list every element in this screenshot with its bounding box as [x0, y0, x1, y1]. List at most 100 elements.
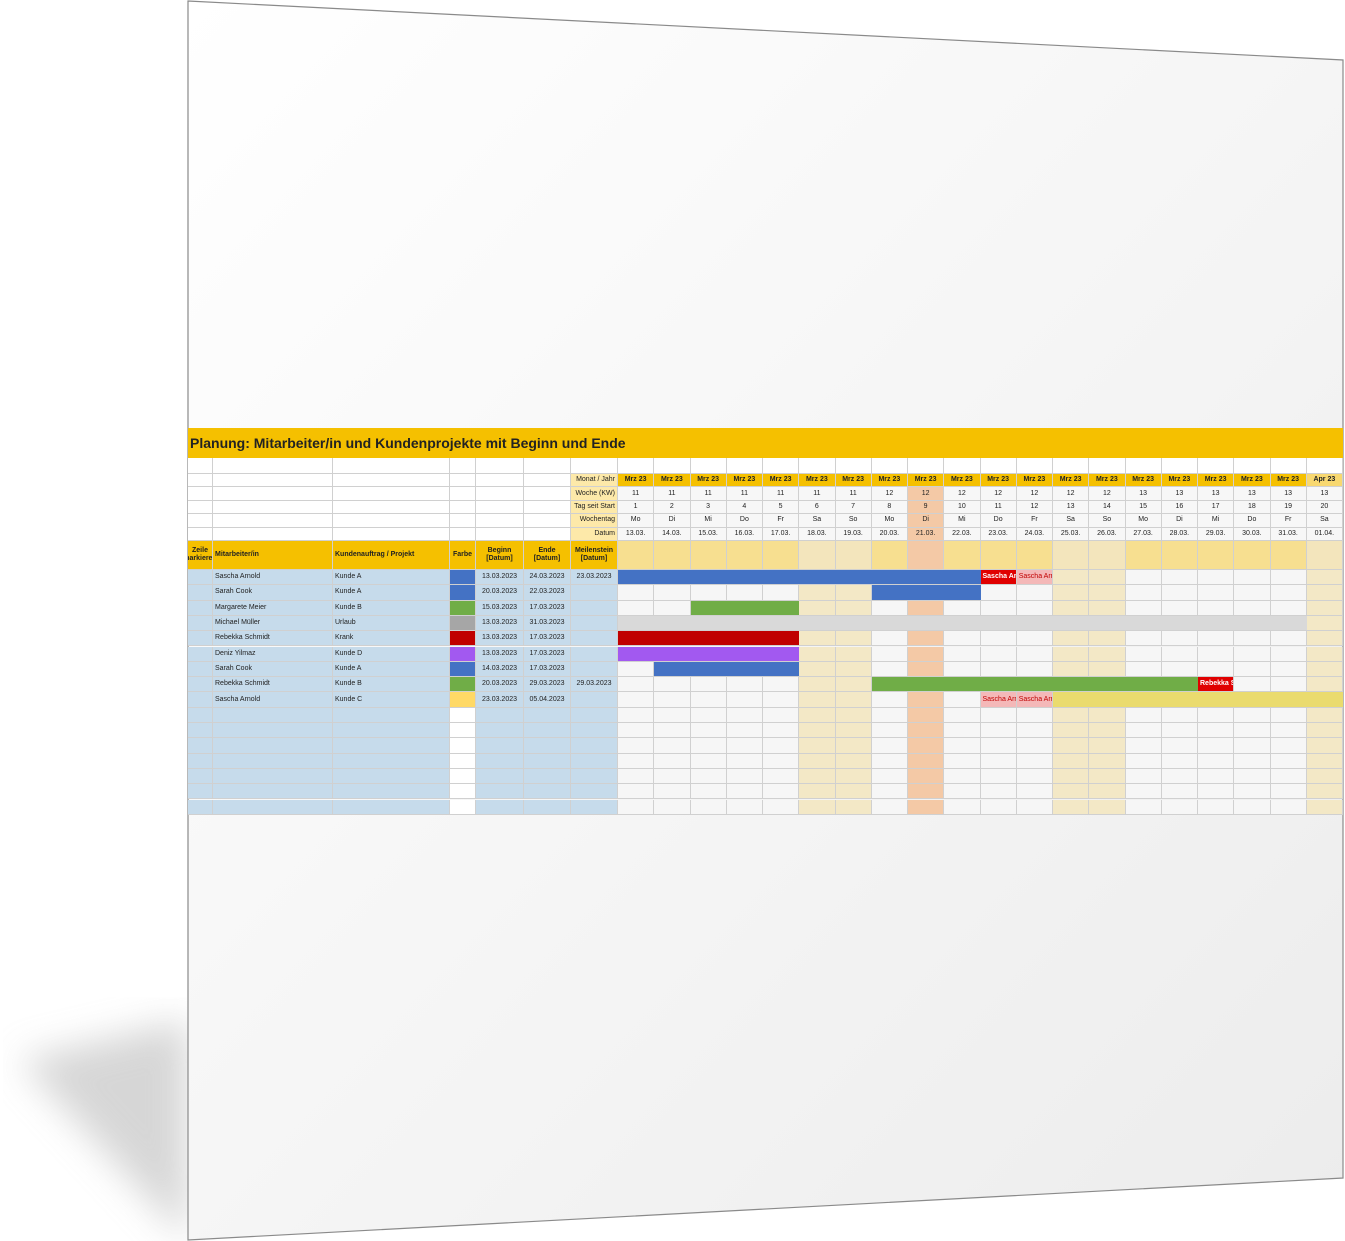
- gantt-cell: [871, 600, 908, 616]
- cell-name: Rebekka Schmidt: [213, 631, 333, 647]
- gantt-cell: [980, 707, 1017, 723]
- cell-name: Sascha Arnold: [213, 570, 333, 586]
- cell: [476, 500, 524, 515]
- empty-cell: [450, 723, 476, 739]
- gantt-cell: [1016, 784, 1053, 800]
- gantt-cell: [654, 768, 691, 785]
- cell-end: 29.03.2023: [524, 677, 571, 693]
- timeline-month: Mrz 23: [618, 474, 655, 488]
- gantt-cell: [835, 585, 872, 601]
- timeline-date: 24.03.: [1016, 527, 1053, 541]
- gantt-bar: [1016, 615, 1053, 632]
- gantt-cell: [1306, 707, 1343, 723]
- cell-end: 17.03.2023: [524, 661, 571, 678]
- timeline-month: Mrz 23: [1161, 474, 1198, 488]
- gantt-cell: [1198, 753, 1235, 769]
- cell-begin: 20.03.2023: [476, 585, 524, 601]
- gantt-bar: [726, 600, 763, 616]
- row-marker: [188, 692, 213, 708]
- gantt-cell: [618, 738, 655, 754]
- gantt-cell: [1270, 600, 1307, 616]
- cell-milestone: [571, 646, 618, 662]
- cell: [476, 514, 524, 528]
- header-fill: [654, 541, 691, 570]
- gantt-cell: [1234, 585, 1271, 601]
- timeline-date: 20.03.: [871, 527, 908, 541]
- empty-cell: [476, 723, 524, 739]
- cell: [835, 458, 872, 474]
- gantt-cell: [726, 784, 763, 800]
- timeline-day: 16: [1161, 500, 1198, 515]
- gantt-bar: [908, 615, 945, 632]
- column-header: Zeile markieren: [188, 541, 213, 570]
- gantt-bar: [1198, 615, 1235, 632]
- gantt-cell: [1016, 646, 1053, 662]
- gantt-cell: [1270, 646, 1307, 662]
- gantt-cell: [1270, 753, 1307, 769]
- gantt-cell: [980, 585, 1017, 601]
- cell: [450, 527, 476, 541]
- gantt-cell: [944, 692, 981, 708]
- empty-cell: [188, 768, 213, 785]
- empty-cell: [188, 707, 213, 723]
- timeline-weekday: Di: [1161, 514, 1198, 528]
- gantt-cell: [799, 799, 836, 815]
- header-fill: [980, 541, 1017, 570]
- gantt-cell: [1306, 661, 1343, 678]
- timeline-week: 11: [654, 487, 691, 501]
- timeline-weekday: Mi: [1198, 514, 1235, 528]
- gantt-cell: [1125, 661, 1162, 678]
- cell: [450, 458, 476, 474]
- empty-cell: [524, 799, 571, 815]
- gantt-cell: [799, 661, 836, 678]
- gantt-cell: [1270, 799, 1307, 815]
- gantt-bar: [1125, 615, 1162, 632]
- header-fill: [1089, 541, 1126, 570]
- empty-cell: [450, 784, 476, 800]
- gantt-cell: [1089, 707, 1126, 723]
- empty-cell: [476, 784, 524, 800]
- timeline-day: 1: [618, 500, 655, 515]
- timeline-day: 6: [799, 500, 836, 515]
- gantt-cell: [726, 723, 763, 739]
- gantt-cell: [763, 692, 800, 708]
- header-fill: [835, 541, 872, 570]
- cell-begin: 14.03.2023: [476, 661, 524, 678]
- cell: [333, 474, 450, 488]
- timeline-month: Mrz 23: [908, 474, 945, 488]
- gantt-cell: [1016, 585, 1053, 601]
- cell: [524, 500, 571, 515]
- color-swatch: [450, 692, 476, 708]
- gantt-cell: [1161, 723, 1198, 739]
- cell: [908, 458, 945, 474]
- gantt-bar: [1161, 692, 1198, 708]
- gantt-cell: [908, 631, 945, 647]
- empty-cell: [333, 784, 450, 800]
- gantt-cell: [1161, 707, 1198, 723]
- gantt-cell: [654, 738, 691, 754]
- gantt-cell: [618, 585, 655, 601]
- column-header: Ende [Datum]: [524, 541, 571, 570]
- gantt-cell: [654, 784, 691, 800]
- gantt-cell: [1270, 661, 1307, 678]
- timeline-label: Wochentag: [571, 514, 618, 528]
- gantt-cell: [690, 585, 727, 601]
- gantt-cell: [871, 631, 908, 647]
- gantt-cell: [835, 738, 872, 754]
- empty-cell: [333, 723, 450, 739]
- header-fill: [944, 541, 981, 570]
- timeline-week: 12: [908, 487, 945, 501]
- color-swatch: [450, 677, 476, 693]
- gantt-cell: [908, 723, 945, 739]
- gantt-cell: [1198, 784, 1235, 800]
- gantt-cell: [835, 768, 872, 785]
- timeline-day: 10: [944, 500, 981, 515]
- gantt-bar: [654, 631, 691, 647]
- cell-project: Kunde D: [333, 646, 450, 662]
- gantt-bar: [871, 615, 908, 632]
- gantt-cell: [1270, 585, 1307, 601]
- gantt-bar: [1053, 692, 1090, 708]
- gantt-cell: [835, 661, 872, 678]
- empty-cell: [571, 707, 618, 723]
- cell: [188, 458, 213, 474]
